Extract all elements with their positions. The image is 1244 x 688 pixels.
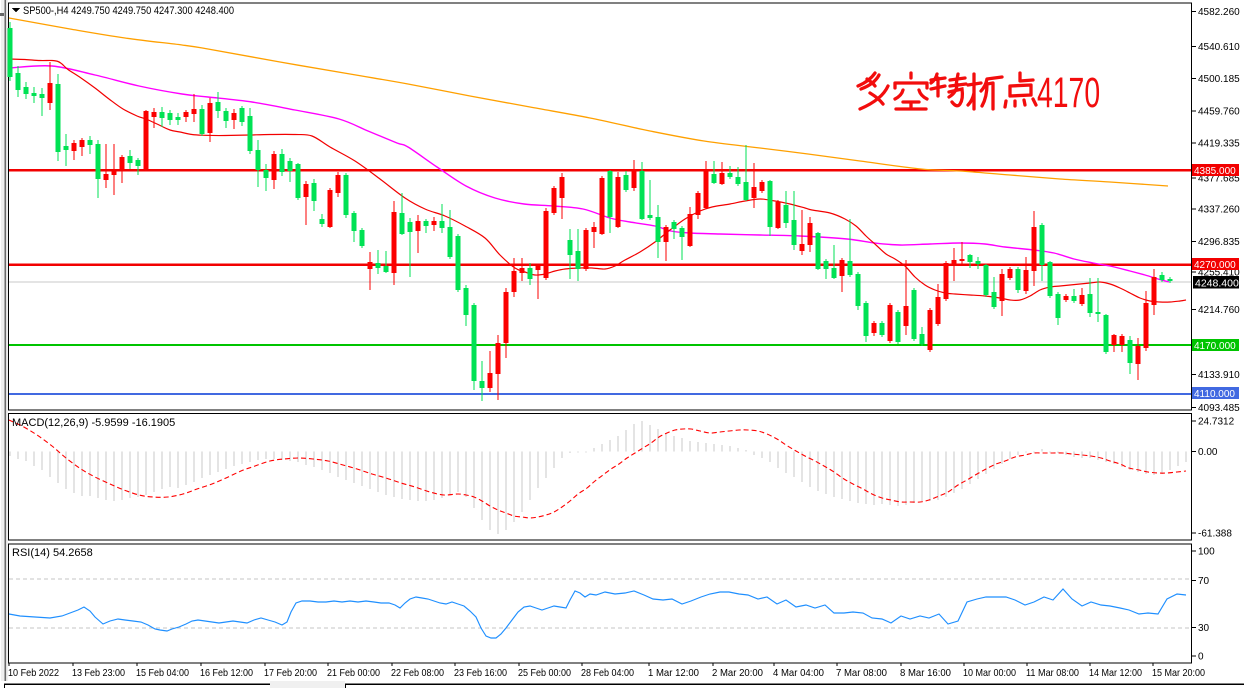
- svg-text:0: 0: [1198, 651, 1204, 662]
- svg-text:14 Mar 12:00: 14 Mar 12:00: [1089, 667, 1142, 679]
- svg-text:4170: 4170: [1037, 68, 1100, 116]
- svg-text:4248.400: 4248.400: [1195, 277, 1239, 289]
- svg-text:30: 30: [1198, 623, 1210, 634]
- svg-text:2 Mar 20:00: 2 Mar 20:00: [712, 667, 763, 679]
- svg-text:SP500-,H4 4249.750 4249.750 4: SP500-,H4 4249.750 4249.750 4247.300 424…: [23, 5, 234, 17]
- svg-text:4419.335: 4419.335: [1198, 139, 1240, 150]
- svg-text:16 Feb 12:00: 16 Feb 12:00: [200, 667, 253, 679]
- svg-text:4110.000: 4110.000: [1194, 389, 1235, 400]
- svg-text:4093.485: 4093.485: [1198, 403, 1240, 414]
- svg-text:RSI(14) 54.2658: RSI(14) 54.2658: [12, 547, 93, 559]
- svg-text:70: 70: [1198, 576, 1210, 587]
- svg-text:28 Feb 04:00: 28 Feb 04:00: [581, 667, 634, 679]
- svg-text:4337.260: 4337.260: [1198, 205, 1240, 216]
- svg-text:10 Mar 00:00: 10 Mar 00:00: [963, 667, 1016, 679]
- svg-text:MACD(12,26,9) -5.9599 -16.1905: MACD(12,26,9) -5.9599 -16.1905: [12, 417, 175, 429]
- svg-text:4270.000: 4270.000: [1194, 260, 1236, 271]
- svg-text:4540.610: 4540.610: [1198, 42, 1240, 53]
- svg-text:25 Feb 00:00: 25 Feb 00:00: [518, 667, 571, 679]
- svg-text:17 Feb 20:00: 17 Feb 20:00: [264, 667, 317, 679]
- svg-text:7 Mar 08:00: 7 Mar 08:00: [836, 667, 887, 679]
- svg-text:100: 100: [1198, 546, 1215, 557]
- svg-text:4133.910: 4133.910: [1198, 370, 1240, 381]
- svg-text:-61.388: -61.388: [1198, 529, 1232, 540]
- svg-text:4582.260: 4582.260: [1198, 7, 1240, 18]
- svg-text:24.7312: 24.7312: [1198, 417, 1235, 428]
- svg-text:21 Feb 00:00: 21 Feb 00:00: [327, 667, 380, 679]
- svg-text:8 Mar 16:00: 8 Mar 16:00: [900, 667, 951, 679]
- svg-text:15 Mar 20:00: 15 Mar 20:00: [1152, 667, 1205, 679]
- svg-text:10 Feb 2022: 10 Feb 2022: [8, 667, 59, 679]
- svg-text:22 Feb 08:00: 22 Feb 08:00: [391, 667, 444, 679]
- svg-text:4385.000: 4385.000: [1194, 166, 1236, 177]
- svg-text:0.00: 0.00: [1198, 447, 1218, 458]
- svg-text:4459.760: 4459.760: [1198, 106, 1240, 117]
- svg-text:4170.000: 4170.000: [1194, 341, 1236, 352]
- svg-text:4377.685: 4377.685: [1198, 174, 1240, 185]
- svg-text:23 Feb 16:00: 23 Feb 16:00: [454, 667, 507, 679]
- svg-text:13 Feb 23:00: 13 Feb 23:00: [72, 667, 125, 679]
- svg-text:1 Mar 12:00: 1 Mar 12:00: [648, 667, 699, 679]
- svg-text:11 Mar 08:00: 11 Mar 08:00: [1026, 667, 1079, 679]
- svg-text:4214.760: 4214.760: [1198, 305, 1240, 316]
- svg-text:15 Feb 04:00: 15 Feb 04:00: [136, 667, 189, 679]
- svg-text:4500.185: 4500.185: [1198, 74, 1240, 85]
- svg-text:4255.410: 4255.410: [1198, 268, 1240, 279]
- svg-text:4 Mar 04:00: 4 Mar 04:00: [773, 667, 824, 679]
- svg-text:4296.835: 4296.835: [1198, 237, 1240, 248]
